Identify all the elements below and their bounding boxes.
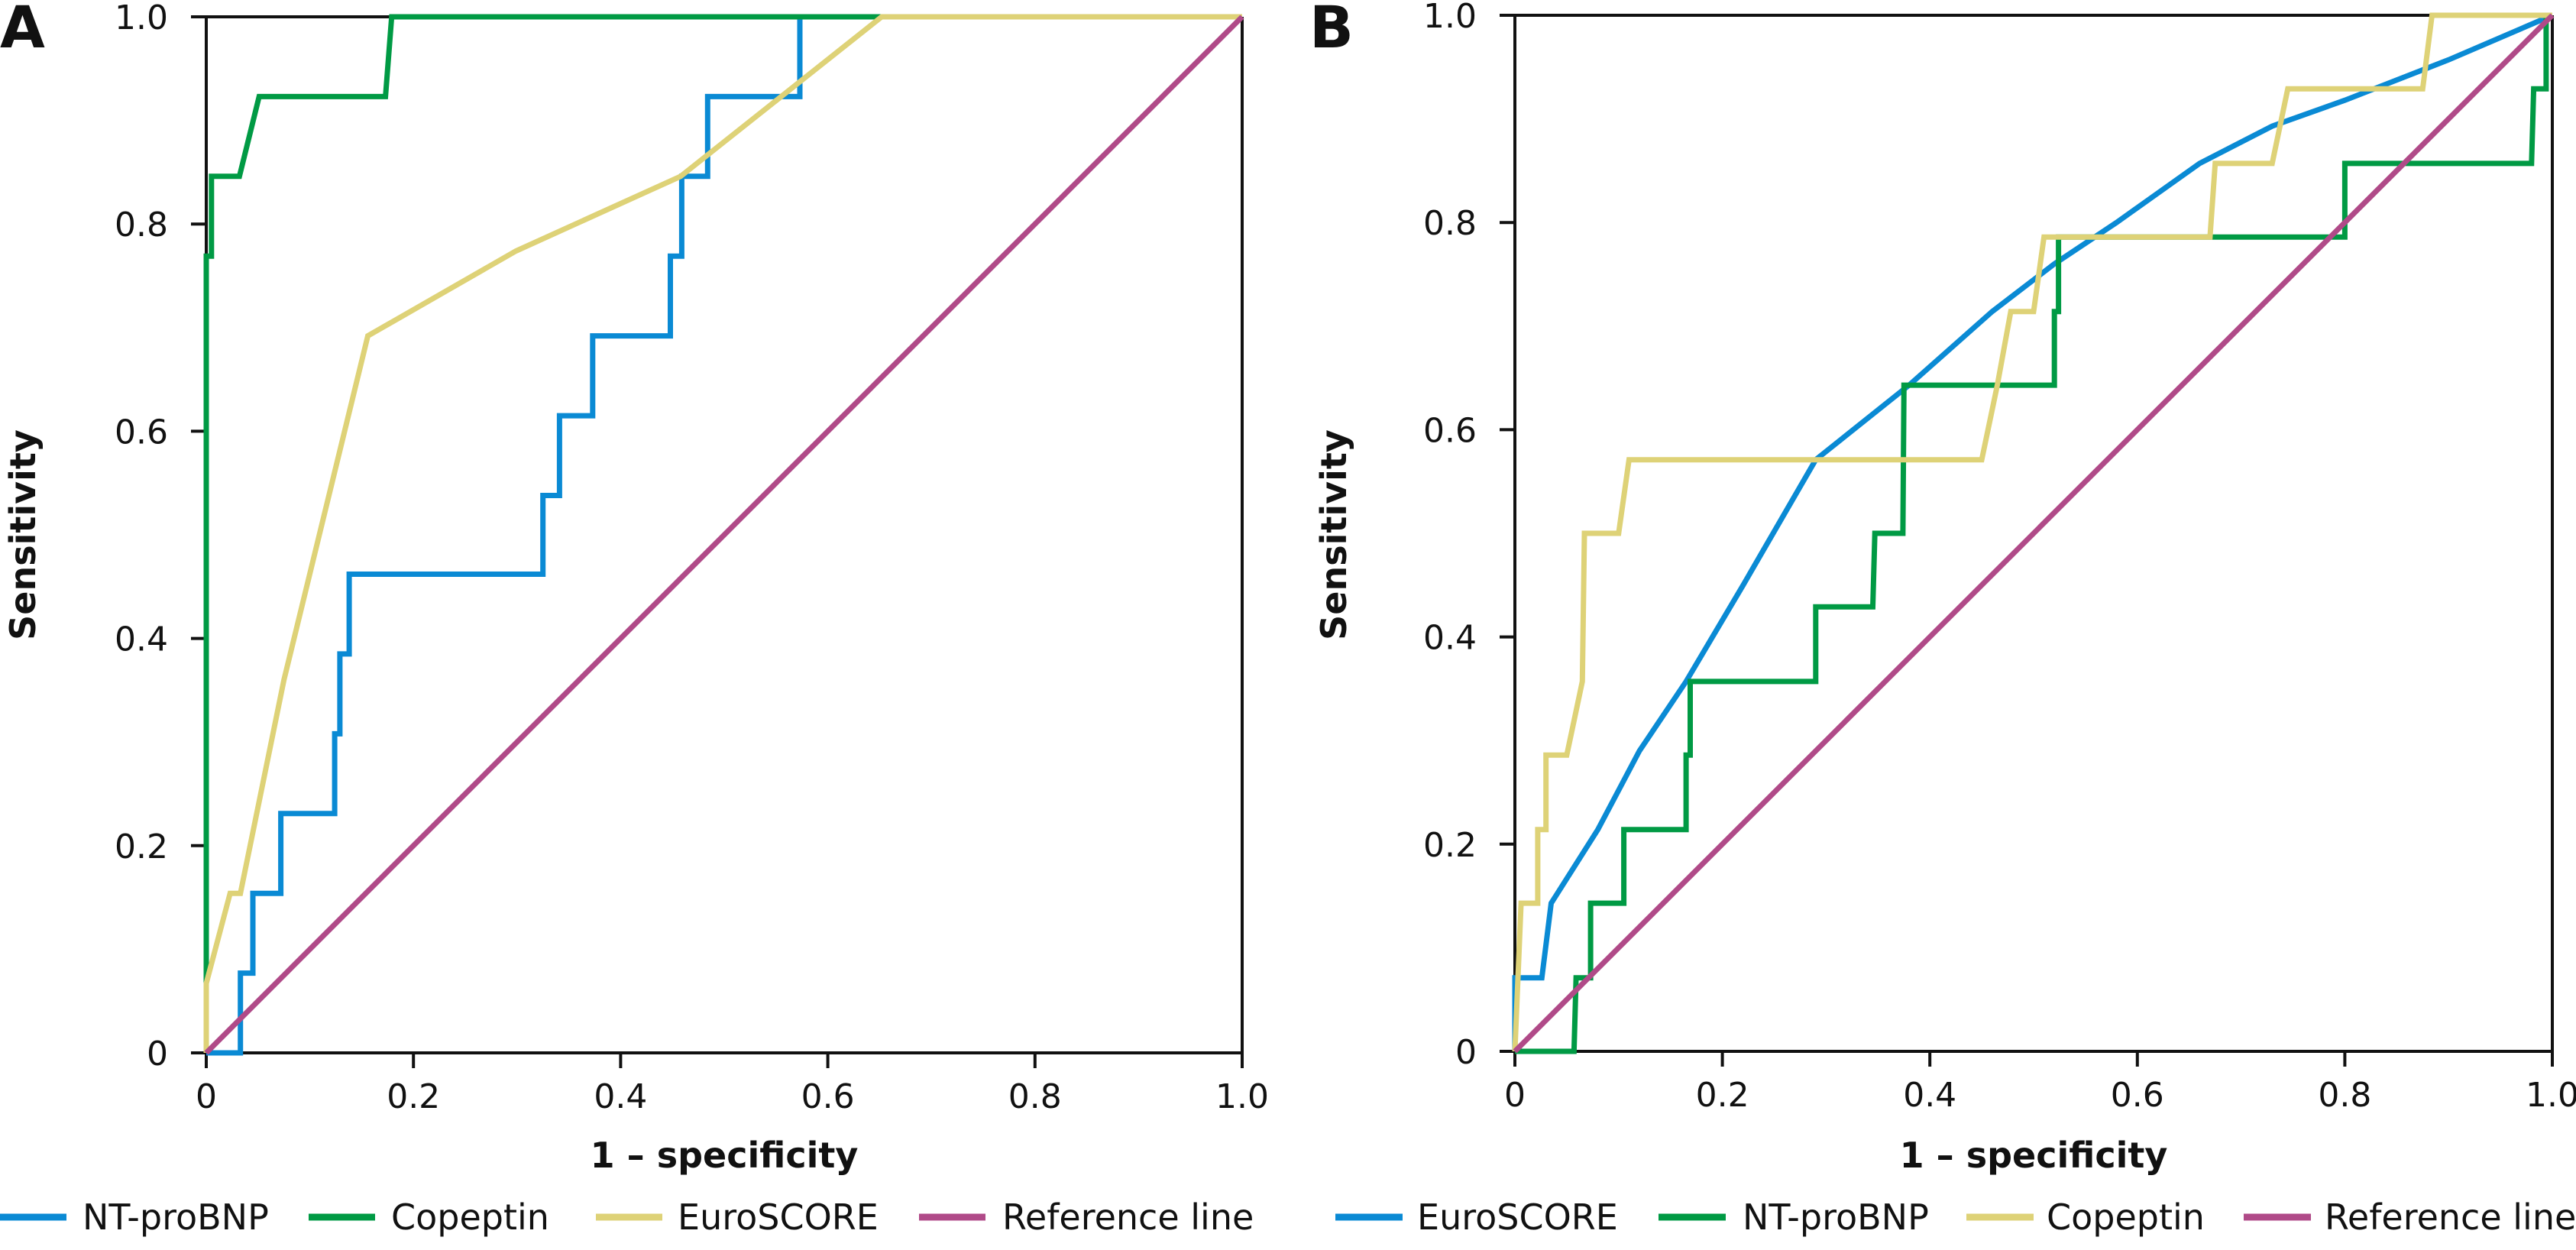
x-tick-label: 0.2 <box>1696 1076 1749 1115</box>
plot-area-a: 0 0.2 0.4 0.6 0.8 1.0 0 0.2 0.4 0.6 0.8 1.0 <box>115 0 1269 1116</box>
legend-label-reference-line: Reference line <box>1002 1197 1254 1238</box>
legend-b: EuroSCORE NT-proBNP Copeptin Reference line <box>1335 1197 2576 1238</box>
y-tick-label: 0.6 <box>1423 411 1477 450</box>
x-tick-label: 1.0 <box>2526 1076 2576 1115</box>
y-tick-label: 0.6 <box>115 413 168 452</box>
y-tick-label: 0.2 <box>1423 826 1477 865</box>
legend-label-nt-probnp: NT-proBNP <box>1743 1197 1929 1238</box>
panel-letter-a: A <box>0 0 45 61</box>
x-tick-label: 0.2 <box>387 1077 440 1116</box>
x-tick-label: 1.0 <box>1215 1077 1269 1116</box>
series-line-nt-probnp <box>1515 12 2552 1054</box>
legend-label-nt-probnp: NT-proBNP <box>83 1197 269 1238</box>
series-line-reference-line <box>204 15 1244 1055</box>
plot-area-b: 0 0.2 0.4 0.6 0.8 1.0 0 0.2 0.4 0.6 0.8 1.0 <box>1423 0 2576 1115</box>
x-axis-title-a: 1 – specificity <box>591 1135 859 1176</box>
x-tick-label: 0 <box>196 1077 217 1116</box>
series-line-euroscore <box>1512 12 2554 1051</box>
series-line-copeptin <box>1512 12 2552 1052</box>
y-tick-label: 0.4 <box>1423 619 1477 658</box>
panel-a: A Sensitivity 1 – specificity 0 0.2 0.4 0.6… <box>0 0 1269 1238</box>
legend-label-euroscore: EuroSCORE <box>1417 1197 1618 1238</box>
series-line-reference-line <box>1513 13 2555 1054</box>
x-tick-label: 0.8 <box>2318 1076 2371 1115</box>
y-axis-title-a: Sensitivity <box>2 429 44 640</box>
series-line-copeptin <box>203 14 1242 1053</box>
y-tick-label: 0.8 <box>115 206 168 244</box>
y-tick-label: 0 <box>147 1035 168 1074</box>
legend-label-copeptin: Copeptin <box>391 1197 549 1238</box>
panel-letter-b: B <box>1309 0 1354 61</box>
legend-label-copeptin: Copeptin <box>2047 1197 2205 1238</box>
y-tick-label: 1.0 <box>115 0 168 37</box>
x-tick-label: 0 <box>1504 1076 1526 1115</box>
x-axis-title-b: 1 – specificity <box>1900 1135 2168 1176</box>
y-tick-label: 0.2 <box>115 827 168 866</box>
x-tick-label: 0.6 <box>2111 1076 2164 1115</box>
y-tick-label: 1.0 <box>1423 0 1477 36</box>
legend-label-reference-line: Reference line <box>2325 1197 2576 1238</box>
y-tick-label: 0.4 <box>115 620 168 659</box>
y-tick-label: 0.8 <box>1423 204 1477 243</box>
series-line-euroscore <box>203 14 1242 1053</box>
panel-b: B Sensitivity 1 – specificity 0 0.2 0.4 0.6… <box>1309 0 2576 1238</box>
legend-a: NT-proBNP Copeptin EuroSCORE Reference line <box>0 1197 1254 1238</box>
x-tick-label: 0.8 <box>1008 1077 1062 1116</box>
series-line-nt-probnp <box>206 14 1242 1056</box>
x-tick-label: 0.6 <box>801 1077 855 1116</box>
x-tick-label: 0.4 <box>1903 1076 1956 1115</box>
legend-label-euroscore: EuroSCORE <box>678 1197 879 1238</box>
y-axis-title-b: Sensitivity <box>1313 429 1354 640</box>
y-tick-label: 0 <box>1455 1033 1477 1072</box>
x-tick-label: 0.4 <box>594 1077 647 1116</box>
